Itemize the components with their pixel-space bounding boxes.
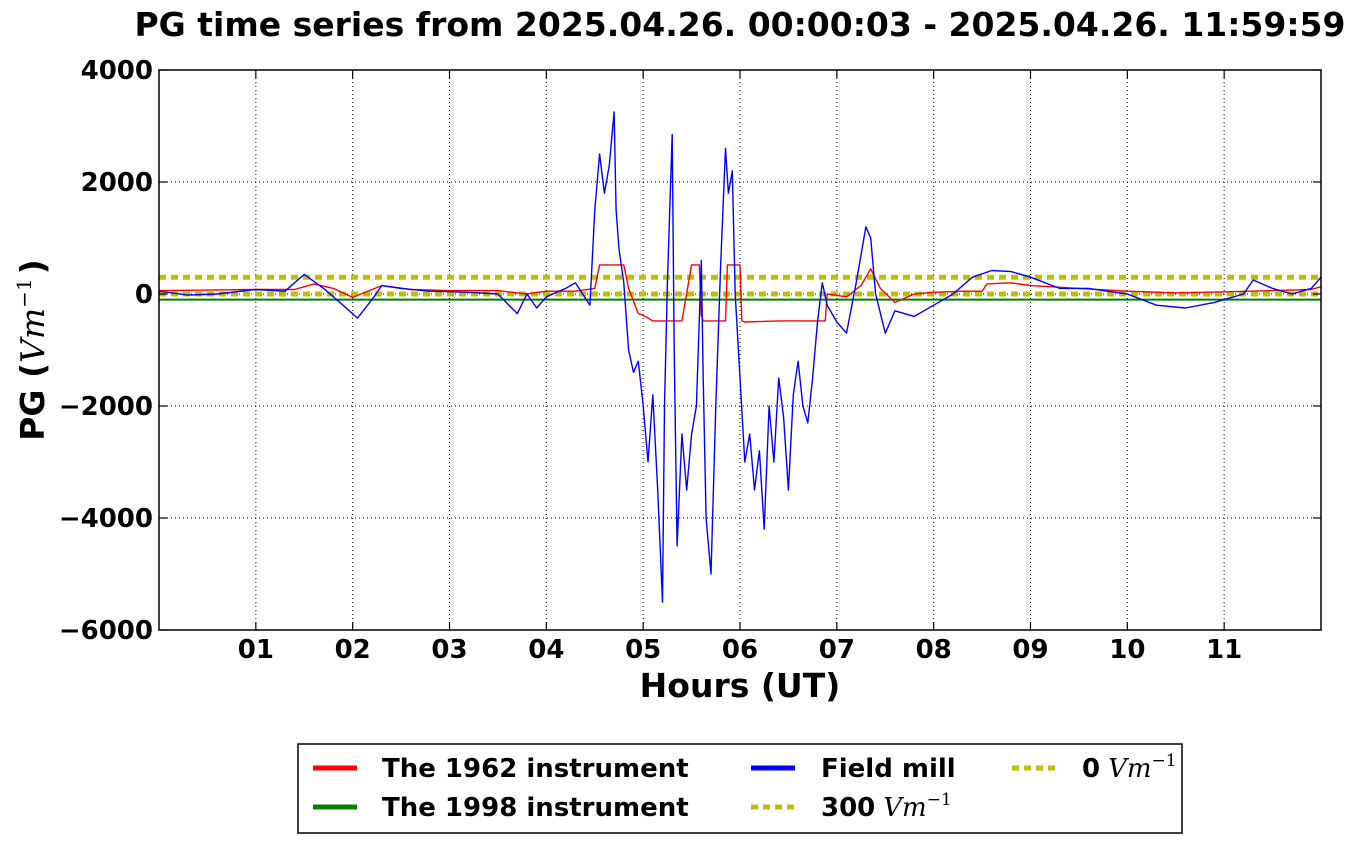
x-tick-label: 11	[1206, 635, 1242, 665]
x-tick-label: 04	[528, 635, 564, 665]
legend-label-300-exp: −1	[927, 790, 952, 810]
x-tick-label: 02	[335, 635, 371, 665]
legend-label-300-value: 300	[821, 793, 875, 823]
y-tick-label: 2000	[81, 168, 153, 198]
y-axis-label-unit: Vm	[13, 308, 52, 363]
y-axis-label-prefix: PG (	[13, 363, 52, 441]
legend-label-0: 0 Vm−1	[1082, 751, 1177, 784]
grid-lines	[159, 70, 1321, 630]
chart-title: PG time series from 2025.04.26. 00:00:03…	[135, 5, 1346, 44]
x-tick-label: 03	[431, 635, 467, 665]
series-layer	[158, 111, 1322, 603]
legend-label-300: 300 Vm−1	[821, 790, 952, 823]
legend-box	[297, 743, 1183, 834]
y-axis-ticks: −6000 −4000 −2000 0 2000 4000	[59, 56, 1321, 646]
x-tick-label: 08	[916, 635, 952, 665]
legend: The 1962 instrument The 1998 instrument …	[297, 743, 1183, 834]
x-tick-label: 01	[238, 635, 274, 665]
x-axis-label: Hours (UT)	[640, 666, 841, 705]
legend-label-0-value: 0	[1082, 754, 1100, 784]
y-tick-label: 0	[135, 280, 153, 310]
x-axis-ticks: 01 02 03 04 05 06 07 08 09 10 11	[238, 70, 1242, 665]
series-line-2	[158, 111, 1322, 603]
x-tick-label: 09	[1012, 635, 1048, 665]
legend-label-300-unit: Vm	[883, 793, 926, 823]
x-tick-label: 05	[625, 635, 661, 665]
y-tick-label: 4000	[81, 56, 153, 86]
y-tick-label: −2000	[59, 392, 153, 422]
legend-label-field-mill: Field mill	[821, 754, 956, 784]
y-axis-label: PG (Vm−1)	[12, 259, 52, 441]
legend-label-0-exp: −1	[1152, 751, 1177, 771]
y-axis-label-unit-exp: −1	[12, 278, 36, 307]
legend-label-0-unit: Vm	[1108, 754, 1151, 784]
x-tick-label: 06	[722, 635, 758, 665]
x-tick-label: 07	[819, 635, 855, 665]
y-tick-label: −4000	[59, 504, 153, 534]
legend-label-1962: The 1962 instrument	[382, 754, 689, 784]
y-axis-label-suffix: )	[13, 259, 52, 274]
x-tick-label: 10	[1109, 635, 1145, 665]
series-line-0	[158, 264, 1322, 323]
y-tick-label: −6000	[59, 616, 153, 646]
legend-label-1998: The 1998 instrument	[382, 793, 689, 823]
